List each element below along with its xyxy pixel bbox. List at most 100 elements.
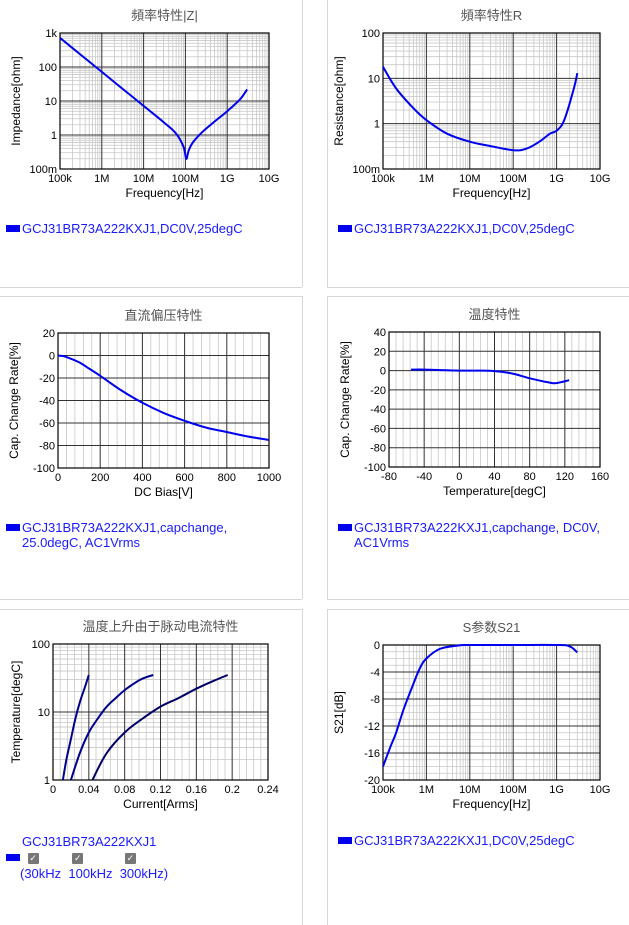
y-tick-label: -80	[39, 441, 55, 453]
x-tick-label: 100k	[48, 173, 72, 185]
x-tick-label: 600	[175, 472, 193, 484]
y-tick-label: -60	[370, 423, 386, 435]
panel-divider	[327, 296, 328, 599]
ripple-title: 温度上升由于脉动电流特性	[82, 619, 238, 634]
y-tick-label: 1	[51, 130, 57, 142]
x-tick-label: 0.08	[114, 784, 135, 796]
ripple-series-line-1	[69, 674, 154, 781]
panel-divider	[302, 0, 303, 287]
panel-divider	[302, 296, 303, 599]
dcbias-legend-line1: GCJ31BR73A222KXJ1,capchange,	[22, 520, 228, 535]
temperature-series-line-0	[410, 368, 570, 385]
x-tick-label: 10G	[259, 173, 280, 185]
ripple-series-line-2	[91, 674, 229, 781]
x-tick-label: 1G	[220, 173, 235, 185]
temperature-legend-line1: GCJ31BR73A222KXJ1,capchange, DC0V,	[354, 520, 600, 535]
y-tick-label: 100	[39, 62, 57, 74]
panel-divider	[327, 0, 328, 287]
y-tick-label: 100	[32, 639, 50, 651]
x-tick-label: 0.12	[150, 784, 171, 796]
y-tick-label: 1k	[45, 28, 57, 40]
dcbias-xlabel: DC Bias[V]	[134, 485, 193, 499]
s21-xlabel: Frequency[Hz]	[452, 797, 530, 811]
panel-divider	[327, 296, 629, 297]
y-tick-label: -100	[364, 462, 386, 474]
x-tick-label: 40	[488, 471, 500, 483]
panel-divider	[327, 609, 328, 925]
x-tick-label: 1G	[549, 173, 564, 185]
x-tick-label: -80	[381, 471, 397, 483]
x-tick-label: 1M	[94, 173, 109, 185]
resistance-xlabel: Frequency[Hz]	[452, 186, 530, 200]
x-tick-label: 1M	[419, 173, 434, 185]
y-tick-label: -60	[39, 418, 55, 430]
temperature-title: 温度特性	[468, 307, 520, 322]
y-tick-label: -20	[364, 775, 380, 787]
checkbox-30khz[interactable]: ✓	[27, 853, 39, 865]
resistance-legend: GCJ31BR73A222KXJ1,DC0V,25degC	[338, 221, 575, 236]
x-tick-label: 10M	[459, 784, 480, 796]
x-tick-label: 0.04	[78, 784, 99, 796]
checkbox-300khz[interactable]: ✓	[124, 853, 136, 865]
y-tick-label: -4	[370, 667, 380, 679]
s21-legend-label: GCJ31BR73A222KXJ1,DC0V,25degC	[354, 833, 575, 848]
dcbias-series-line-0	[57, 354, 270, 441]
y-tick-label: -20	[39, 373, 55, 385]
y-tick-label: -16	[364, 748, 380, 760]
impedance-series-line-0	[59, 37, 248, 160]
ripple-legend-checks: ✓ ✓ ✓	[6, 850, 136, 865]
y-tick-label: 10	[368, 73, 380, 85]
resistance-series-line-0	[382, 66, 579, 152]
dcbias-legend-line2: 25.0degC, AC1Vrms	[22, 535, 141, 550]
impedance-legend: GCJ31BR73A222KXJ1,DC0V,25degC	[6, 221, 243, 236]
plot-frame	[59, 32, 270, 170]
x-tick-label: 80	[524, 471, 536, 483]
legend-swatch	[6, 225, 20, 233]
x-tick-label: -40	[416, 471, 432, 483]
y-tick-label: -12	[364, 721, 380, 733]
legend-swatch	[338, 524, 352, 532]
plot-frame	[382, 32, 601, 170]
y-tick-label: -8	[370, 694, 380, 706]
checkbox-100khz[interactable]: ✓	[72, 853, 84, 865]
y-tick-label: 100m	[29, 164, 57, 176]
y-tick-label: -80	[370, 443, 386, 455]
y-tick-label: 0	[374, 640, 380, 652]
legend-swatch	[6, 524, 20, 532]
y-tick-label: -40	[39, 396, 55, 408]
x-tick-label: 100k	[371, 784, 395, 796]
x-tick-label: 200	[91, 472, 109, 484]
ripple-series-line-0	[61, 674, 90, 781]
temperature-legend: GCJ31BR73A222KXJ1,capchange, DC0V, AC1Vr…	[338, 520, 600, 550]
plot-frame	[52, 643, 269, 781]
ripple-legend-label: GCJ31BR73A222KXJ1	[22, 834, 157, 849]
y-tick-label: -20	[370, 385, 386, 397]
impedance-title: 頻率特性|Z|	[131, 8, 198, 23]
s21-series-line-0	[382, 643, 578, 767]
x-tick-label: 10M	[133, 173, 154, 185]
impedance-xlabel: Frequency[Hz]	[125, 186, 203, 200]
y-tick-label: 20	[43, 328, 55, 340]
x-tick-label: 160	[591, 471, 609, 483]
x-tick-label: 0	[50, 784, 56, 796]
panel-divider	[327, 609, 629, 610]
s21-legend: GCJ31BR73A222KXJ1,DC0V,25degC	[338, 833, 575, 848]
dcbias-legend: GCJ31BR73A222KXJ1,capchange, 25.0degC, A…	[6, 520, 227, 550]
dcbias-title: 直流偏压特性	[124, 308, 202, 323]
x-tick-label: 0.16	[186, 784, 207, 796]
x-tick-label: 800	[218, 472, 236, 484]
resistance-ylabel: Resistance[ohm]	[332, 56, 346, 145]
y-tick-label: 20	[374, 346, 386, 358]
dcbias-ylabel: Cap. Change Rate[%]	[7, 342, 21, 459]
ripple-frequency-labels: (30kHz 100kHz 300kHz)	[20, 866, 169, 881]
y-tick-label: 10	[38, 707, 50, 719]
plot-frame	[388, 331, 601, 468]
s21-ylabel: S21[dB]	[332, 691, 346, 734]
x-tick-label: 1M	[419, 784, 434, 796]
x-tick-label: 0.2	[225, 784, 240, 796]
panel-divider	[327, 599, 629, 600]
ripple-ylabel: Temperature[degC]	[9, 661, 23, 764]
y-tick-label: -40	[370, 404, 386, 416]
x-tick-label: 10M	[459, 173, 480, 185]
